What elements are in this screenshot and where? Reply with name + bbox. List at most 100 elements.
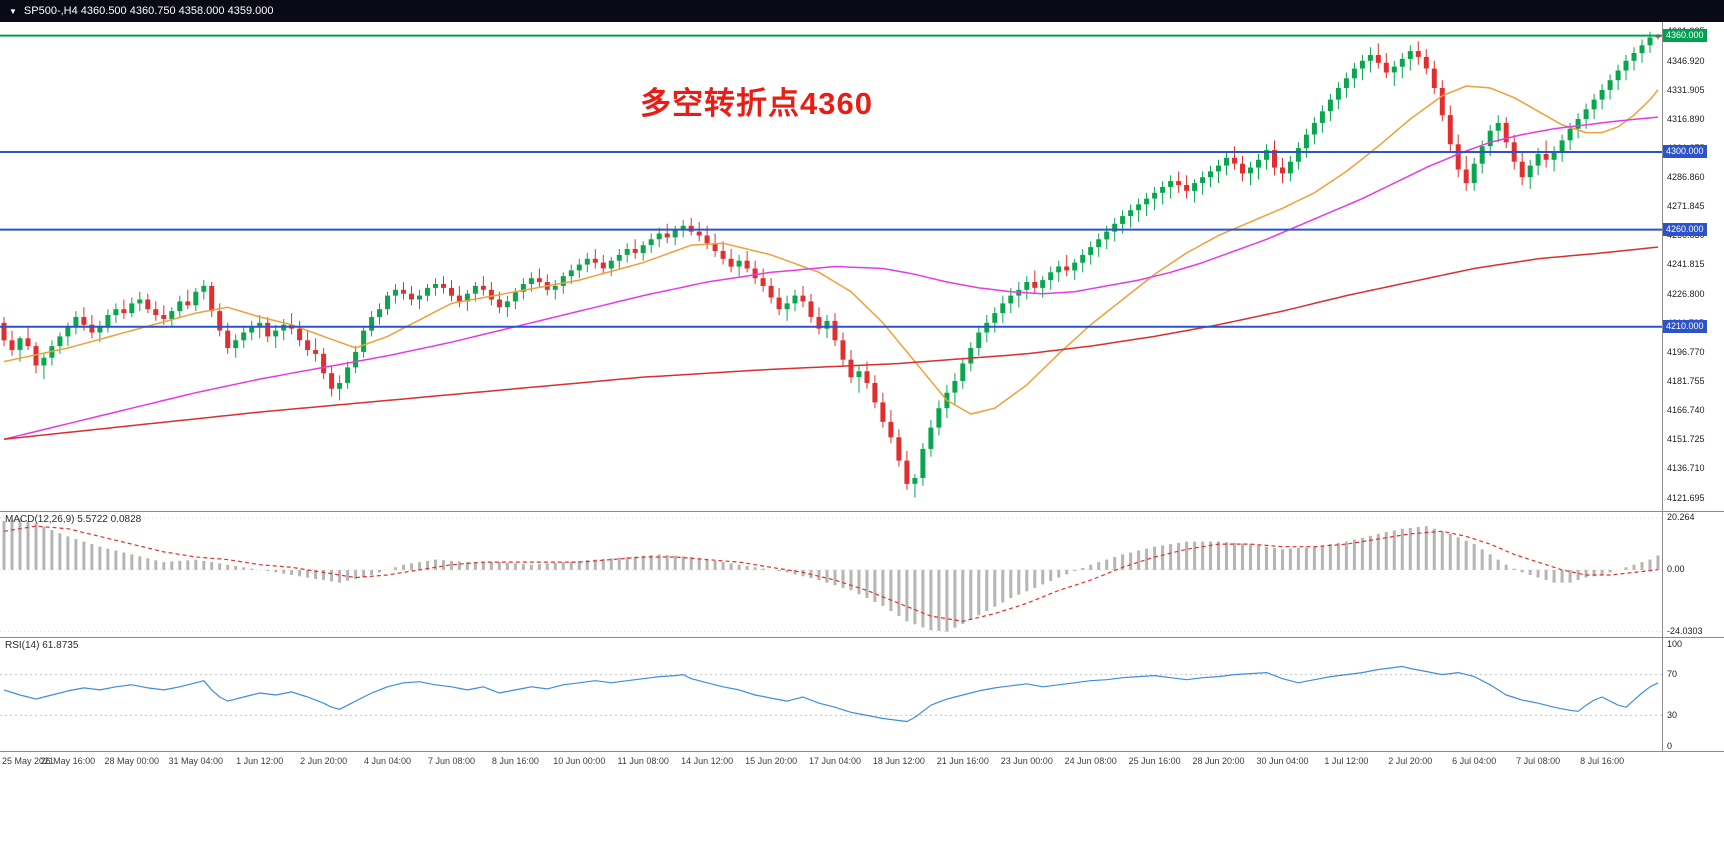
time-axis-label: 15 Jun 20:00 <box>745 756 798 766</box>
macd-canvas[interactable] <box>0 512 1662 638</box>
candle-body <box>1272 150 1277 168</box>
macd-label: MACD(12,26,9) 5.5722 0.0828 <box>5 514 142 525</box>
candle-body <box>936 408 942 428</box>
candle-body <box>1128 210 1134 216</box>
price-line-badge: 4360.000 <box>1663 28 1707 42</box>
candle-body <box>1136 204 1142 211</box>
candle-body <box>25 338 31 347</box>
candle-body <box>824 320 830 329</box>
time-axis-label: 10 Jun 00:00 <box>553 756 606 766</box>
candle-body <box>816 317 822 329</box>
candle-body <box>177 301 183 312</box>
rsi-canvas[interactable] <box>0 638 1662 752</box>
candle-body <box>808 301 814 317</box>
candle-body <box>81 317 87 325</box>
candle-body <box>1479 146 1485 164</box>
candle-body <box>1120 216 1126 224</box>
chart-annotation[interactable]: 多空转折点4360 <box>640 86 873 121</box>
candle-body <box>536 278 542 283</box>
candle-body <box>1367 55 1373 61</box>
price-tick-label: 4121.695 <box>1667 492 1705 503</box>
candle-body <box>105 315 111 327</box>
candle-body <box>1335 88 1341 100</box>
price-axis[interactable]: 4361.9354346.9204331.9054316.8904301.875… <box>1662 22 1724 511</box>
candle-body <box>1615 70 1621 81</box>
candle-body <box>129 303 135 314</box>
time-axis-label: 28 Jun 20:00 <box>1192 756 1245 766</box>
candle-body <box>1391 66 1397 73</box>
candle-body <box>592 258 598 263</box>
candle-body <box>1487 130 1493 147</box>
candle-body <box>1184 185 1190 191</box>
candle-body <box>664 233 670 238</box>
candle-body <box>1383 62 1389 73</box>
candle-body <box>480 285 486 290</box>
candle-body <box>1200 177 1206 183</box>
candle-body <box>1208 171 1213 178</box>
candle-body <box>377 309 382 317</box>
price-line-badge: 4210.000 <box>1663 319 1707 333</box>
candle-body <box>1527 165 1533 178</box>
candle-body <box>1639 45 1645 54</box>
candle-body <box>217 311 223 331</box>
candle-body <box>584 258 590 265</box>
candle-body <box>353 351 359 368</box>
candle-body <box>1319 111 1325 123</box>
candle-body <box>704 235 710 244</box>
candle-body <box>528 278 534 284</box>
candle-body <box>880 402 886 422</box>
candle-body <box>1351 68 1357 79</box>
price-tick-label: 4316.890 <box>1667 113 1705 124</box>
candle-body <box>1359 60 1365 69</box>
candle-body <box>1 322 7 341</box>
time-axis-label: 8 Jul 16:00 <box>1580 756 1625 766</box>
candle-body <box>1423 56 1429 69</box>
time-axis-label: 4 Jun 04:00 <box>363 756 412 766</box>
fast-ma-line <box>3 85 1659 415</box>
candle-body <box>1248 167 1253 174</box>
price-tick-label: 4181.755 <box>1667 376 1705 386</box>
price-chart-canvas[interactable] <box>0 22 1662 512</box>
candle-body <box>504 301 510 308</box>
macd-panel[interactable]: MACD(12,26,9) 5.5722 0.0828 20.264 0.00 -2… <box>0 512 1724 638</box>
candle-body <box>265 322 271 337</box>
candle-body <box>313 350 319 354</box>
candle-body <box>1040 280 1046 288</box>
price-chart-panel[interactable]: 多空转折点4360 4361.9354346.9204331.9054316.8… <box>0 22 1724 512</box>
rsi-axis: 100 70 30 0 <box>1662 638 1724 751</box>
candle-body <box>1447 115 1453 145</box>
candle-body <box>1064 266 1070 271</box>
time-axis-label: 25 Jun 16:00 <box>1128 756 1181 766</box>
candle-body <box>952 381 958 393</box>
time-axis-label: 25 May 2021 <box>2 756 55 766</box>
time-axis-label: 2 Jul 20:00 <box>1388 756 1433 766</box>
time-axis-label: 21 Jun 16:00 <box>936 756 989 766</box>
rsi-tick-label: 70 <box>1667 669 1678 680</box>
candle-body <box>33 346 39 366</box>
time-axis[interactable]: 25 May 2021 26 May 16:00 28 May 00:00 31 Ma… <box>0 752 1724 772</box>
candle-body <box>760 278 766 286</box>
candle-body <box>1647 37 1653 46</box>
symbol-dropdown-icon[interactable]: ▼ <box>9 6 17 16</box>
candle-body <box>512 291 518 302</box>
candle-body <box>912 478 918 484</box>
price-tick-label: 4136.710 <box>1667 463 1705 474</box>
time-axis-label: 2 Jun 20:00 <box>300 756 348 766</box>
rsi-tick-label: 100 <box>1667 638 1683 649</box>
candle-body <box>1631 53 1637 61</box>
candle-body <box>720 251 726 259</box>
rsi-panel[interactable]: RSI(14) 61.8735 100 70 30 0 <box>0 638 1724 752</box>
macd-axis: 20.264 0.00 -24.0303 <box>1662 512 1724 637</box>
time-axis-label: 23 Jun 00:00 <box>1000 756 1053 766</box>
candle-body <box>65 326 71 337</box>
candle-body <box>425 287 430 296</box>
macd-tick-label: 20.264 <box>1667 512 1695 523</box>
candle-body <box>249 326 255 333</box>
candle-body <box>337 383 343 389</box>
candle-body <box>57 336 63 347</box>
candle-body <box>97 326 103 333</box>
candle-body <box>656 233 662 240</box>
candle-body <box>401 289 406 294</box>
candle-body <box>472 285 478 294</box>
